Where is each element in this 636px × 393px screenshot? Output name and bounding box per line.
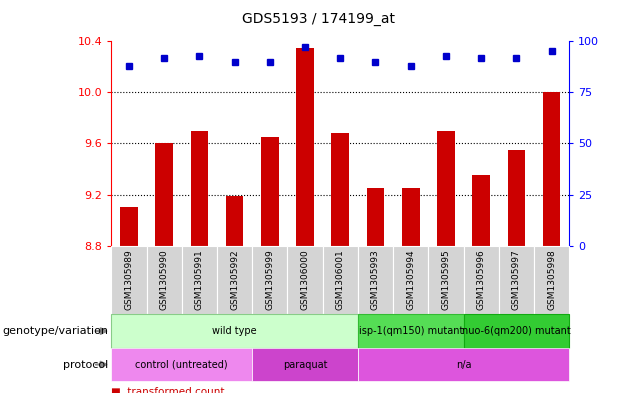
Bar xyxy=(358,314,464,348)
Bar xyxy=(358,246,393,314)
Text: GSM1305996: GSM1305996 xyxy=(476,250,486,310)
Bar xyxy=(261,137,279,246)
Text: GSM1305994: GSM1305994 xyxy=(406,250,415,310)
Text: n/a: n/a xyxy=(456,360,471,369)
Bar xyxy=(182,246,217,314)
Text: GDS5193 / 174199_at: GDS5193 / 174199_at xyxy=(242,12,394,26)
Text: GSM1306000: GSM1306000 xyxy=(301,250,310,310)
Bar xyxy=(146,246,182,314)
Bar xyxy=(499,246,534,314)
Text: protocol: protocol xyxy=(63,360,108,369)
Bar xyxy=(393,246,428,314)
Bar xyxy=(473,175,490,246)
Text: GSM1305993: GSM1305993 xyxy=(371,250,380,310)
Bar xyxy=(543,92,560,246)
Text: isp-1(qm150) mutant: isp-1(qm150) mutant xyxy=(359,326,463,336)
Text: GSM1305989: GSM1305989 xyxy=(125,250,134,310)
Bar xyxy=(226,196,244,246)
Bar xyxy=(252,348,358,381)
Bar xyxy=(464,314,569,348)
Bar xyxy=(402,188,420,246)
Bar xyxy=(252,246,287,314)
Bar xyxy=(322,246,358,314)
Bar xyxy=(428,246,464,314)
Bar xyxy=(508,150,525,246)
Text: GSM1305991: GSM1305991 xyxy=(195,250,204,310)
Bar xyxy=(358,348,569,381)
Text: GSM1305998: GSM1305998 xyxy=(547,250,556,310)
Bar xyxy=(111,246,146,314)
Bar xyxy=(120,208,138,246)
Text: paraquat: paraquat xyxy=(283,360,328,369)
Bar xyxy=(437,131,455,246)
Text: nuo-6(qm200) mutant: nuo-6(qm200) mutant xyxy=(462,326,570,336)
Bar xyxy=(155,143,173,246)
Text: GSM1305995: GSM1305995 xyxy=(441,250,450,310)
Bar xyxy=(296,48,314,246)
Bar xyxy=(367,188,384,246)
Bar xyxy=(111,348,252,381)
Bar xyxy=(534,246,569,314)
Text: GSM1305999: GSM1305999 xyxy=(265,250,274,310)
Text: GSM1306001: GSM1306001 xyxy=(336,250,345,310)
Bar xyxy=(111,314,358,348)
Text: GSM1305997: GSM1305997 xyxy=(512,250,521,310)
Text: control (untreated): control (untreated) xyxy=(135,360,228,369)
Text: GSM1305990: GSM1305990 xyxy=(160,250,169,310)
Bar xyxy=(287,246,322,314)
Text: GSM1305992: GSM1305992 xyxy=(230,250,239,310)
Bar xyxy=(331,133,349,246)
Bar xyxy=(191,131,208,246)
Bar xyxy=(464,246,499,314)
Text: genotype/variation: genotype/variation xyxy=(2,326,108,336)
Text: ■  transformed count: ■ transformed count xyxy=(111,387,225,393)
Text: wild type: wild type xyxy=(212,326,257,336)
Bar xyxy=(217,246,252,314)
